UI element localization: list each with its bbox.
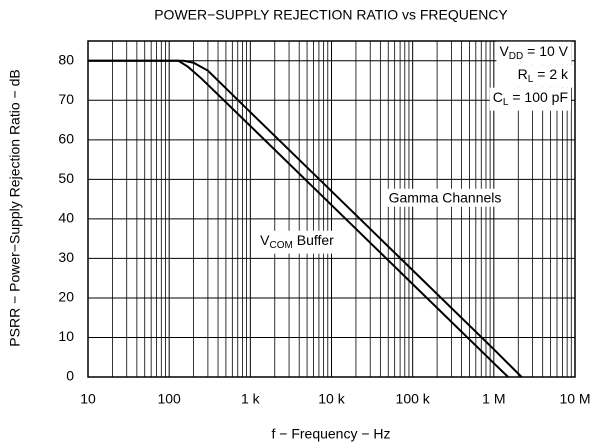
x-tick-label: 10: [80, 391, 96, 407]
y-tick-label: 80: [58, 51, 74, 67]
annotation-part: R: [518, 66, 528, 82]
y-tick-label: 60: [58, 131, 74, 147]
x-tick-label: 10 M: [559, 391, 590, 407]
y-axis-label: PSRR − Power−Supply Rejection Ratio − dB: [7, 69, 23, 346]
x-tick-label: 10 k: [318, 391, 345, 407]
x-tick-label: 1 M: [482, 391, 505, 407]
series-label-part: COM: [270, 240, 293, 251]
y-tick-label: 40: [58, 210, 74, 226]
y-tick-label: 20: [58, 289, 74, 305]
annotation-bg: [514, 64, 572, 88]
y-tick-label: 30: [58, 249, 74, 265]
annotation: VDD = 10 V: [499, 43, 568, 62]
y-tick-label: 0: [66, 368, 74, 384]
y-tick-label: 10: [58, 328, 74, 344]
series-label-bg: [257, 230, 338, 254]
annotation-part: L: [503, 97, 509, 108]
series-label-part: V: [260, 232, 270, 248]
y-tick-label: 50: [58, 170, 74, 186]
annotation: RL = 2 k: [518, 66, 569, 85]
annotation-part: C: [493, 89, 503, 105]
series-label: VCOM Buffer: [260, 232, 334, 251]
annotation-part: = 100 pF: [508, 89, 568, 105]
plot-frame: [87, 40, 576, 378]
x-tick-label: 100 k: [396, 391, 431, 407]
x-tick-label: 100: [157, 391, 181, 407]
series-label: Gamma Channels: [389, 190, 502, 206]
x-axis-label: f − Frequency − Hz: [271, 426, 390, 442]
series-label-bg: [385, 188, 505, 207]
series-label-part: Buffer: [293, 232, 334, 248]
annotation-part: V: [499, 43, 509, 59]
annotation-bg: [489, 87, 571, 111]
line-series: [88, 59, 509, 378]
annotation-bg: [496, 41, 572, 65]
chart-title: POWER−SUPPLY REJECTION RATIO vs FREQUENC…: [154, 7, 508, 23]
x-tick-label: 1 k: [241, 391, 261, 407]
annotation-part: = 2 k: [533, 66, 569, 82]
annotation: CL = 100 pF: [493, 89, 568, 108]
annotation-part: = 10 V: [523, 43, 568, 59]
y-tick-label: 70: [58, 91, 74, 107]
annotation-part: L: [528, 74, 534, 85]
annotation-part: DD: [509, 51, 523, 62]
